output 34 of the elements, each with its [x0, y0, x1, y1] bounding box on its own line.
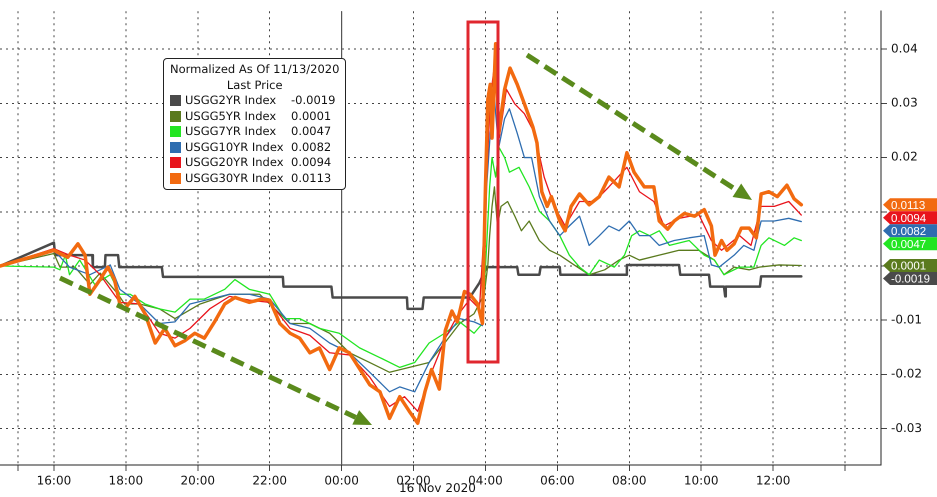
text: -0.0019 — [891, 274, 930, 286]
legend-title: Normalized As Of 11/13/2020 Last Price — [170, 62, 340, 93]
annotation: 0.0094 — [291, 155, 332, 170]
text: 0.0113 — [891, 200, 926, 212]
x-tick-label: 08:00 — [612, 473, 647, 488]
y-tick-label: 0.02 — [891, 150, 918, 164]
legend-label: USGG7YR Index — [185, 124, 278, 140]
text: 0.0047 — [891, 238, 926, 251]
legend-label: USGG5YR Index — [185, 108, 278, 124]
x-tick-label: 18:00 — [108, 473, 144, 488]
annotation: 0.0047 — [291, 124, 332, 140]
x-tick-label: 22:00 — [252, 473, 287, 488]
y-tick-label: 0.04 — [891, 41, 918, 56]
x-tick-label: 06:00 — [540, 473, 575, 488]
x-tick-label: 12:00 — [756, 473, 790, 488]
text: 0.0001 — [891, 260, 926, 273]
legend-label: USGG20YR Index — [185, 155, 285, 170]
y-tick-label: -0.03 — [891, 420, 922, 435]
x-tick-label: 00:00 — [324, 473, 359, 488]
text: 0.0082 — [891, 226, 926, 238]
y-tick-label: -0.02 — [891, 366, 922, 381]
annotation: 0.0113 — [291, 170, 332, 186]
text: 0.0094 — [891, 212, 926, 225]
annotation: 0.0001 — [291, 108, 332, 124]
x-tick-label: 10:00 — [684, 473, 718, 488]
annotation: 0.0082 — [291, 140, 332, 155]
annotation: -0.0019 — [291, 93, 336, 108]
legend-label: USGG10YR Index — [185, 140, 285, 155]
x-tick-label: 16:00 — [36, 473, 72, 488]
y-tick-label: 0.03 — [891, 95, 918, 110]
legend-label: USGG2YR Index — [185, 93, 278, 108]
legend-label: USGG30YR Index — [185, 170, 285, 186]
y-tick-label: -0.01 — [891, 312, 922, 326]
x-tick-label: 20:00 — [180, 473, 216, 488]
